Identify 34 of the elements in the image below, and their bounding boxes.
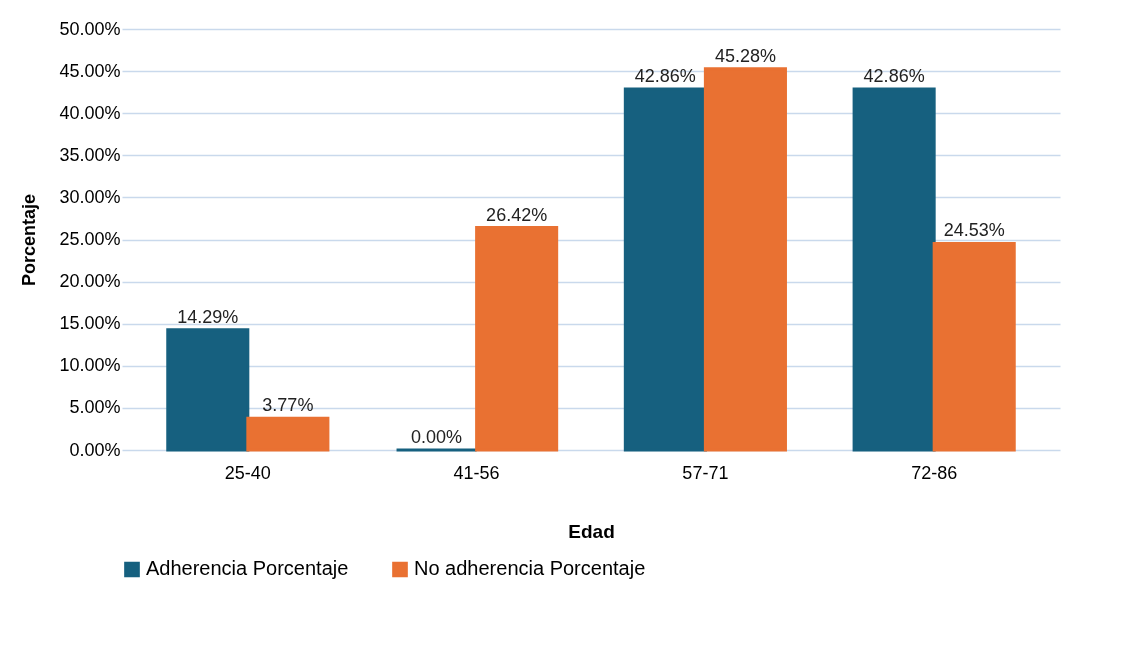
y-tick-label: 45.00% xyxy=(59,60,121,81)
x-tick-label: 41-56 xyxy=(453,462,500,483)
data-label: 24.53% xyxy=(943,220,1005,241)
y-tick-label: 25.00% xyxy=(59,229,121,249)
x-tick-label: 25-40 xyxy=(224,462,271,483)
bar xyxy=(703,67,787,452)
data-label: 45.28% xyxy=(714,45,776,66)
y-tick-label: 0.00% xyxy=(69,439,121,460)
legend-label: Adherencia Porcentaje xyxy=(146,557,349,580)
x-tick-label: 72-86 xyxy=(911,462,958,483)
legend-label: No adherencia Porcentaje xyxy=(414,557,646,580)
x-axis-title: Edad xyxy=(568,520,615,542)
bar xyxy=(932,241,1016,452)
y-tick-label: 10.00% xyxy=(59,355,121,376)
y-tick-label: 40.00% xyxy=(59,102,121,123)
data-label: 0.00% xyxy=(411,427,463,447)
y-tick-label: 35.00% xyxy=(59,144,121,165)
bar xyxy=(623,87,707,452)
y-tick-label: 15.00% xyxy=(59,313,121,334)
y-axis-title: Porcentaje xyxy=(19,193,40,287)
y-tick-label: 5.00% xyxy=(69,397,121,418)
data-label: 3.77% xyxy=(262,395,314,416)
data-label: 14.29% xyxy=(177,306,239,327)
bar xyxy=(852,87,936,452)
y-tick-label: 30.00% xyxy=(59,186,121,207)
bar xyxy=(166,328,250,452)
bar xyxy=(246,416,330,452)
data-label: 26.42% xyxy=(486,204,548,225)
data-label: 42.86% xyxy=(634,66,696,87)
x-tick-label: 57-71 xyxy=(682,462,729,483)
data-label: 42.86% xyxy=(863,66,925,87)
y-tick-label: 50.00% xyxy=(59,18,121,39)
y-tick-label: 20.00% xyxy=(59,271,121,292)
bar xyxy=(475,226,559,452)
